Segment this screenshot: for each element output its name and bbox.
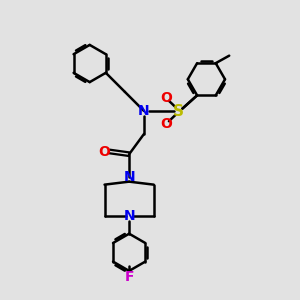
- Text: N: N: [123, 209, 135, 223]
- Text: S: S: [173, 103, 184, 118]
- Text: N: N: [123, 170, 135, 184]
- Text: O: O: [160, 117, 172, 130]
- Text: F: F: [124, 270, 134, 284]
- Text: O: O: [160, 92, 172, 105]
- Text: O: O: [98, 145, 109, 158]
- Text: N: N: [138, 104, 150, 118]
